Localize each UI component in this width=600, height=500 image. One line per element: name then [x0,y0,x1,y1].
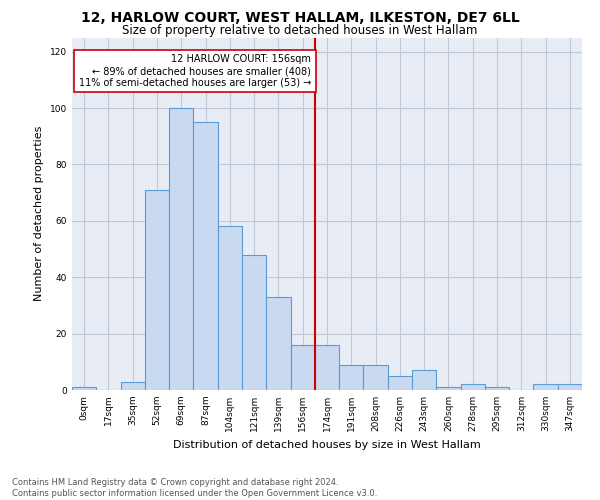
Y-axis label: Number of detached properties: Number of detached properties [34,126,44,302]
Bar [533,384,558,390]
Bar [72,387,96,390]
Bar [242,254,266,390]
Text: Size of property relative to detached houses in West Hallam: Size of property relative to detached ho… [122,24,478,37]
Bar [558,384,582,390]
Bar [461,384,485,390]
Bar [121,382,145,390]
Bar [315,345,339,390]
Bar [218,226,242,390]
Bar [145,190,169,390]
Text: 12, HARLOW COURT, WEST HALLAM, ILKESTON, DE7 6LL: 12, HARLOW COURT, WEST HALLAM, ILKESTON,… [80,12,520,26]
Bar [436,387,461,390]
Bar [412,370,436,390]
Bar [339,364,364,390]
Bar [364,364,388,390]
Bar [193,122,218,390]
Bar [485,387,509,390]
Bar [290,345,315,390]
Text: 12 HARLOW COURT: 156sqm
← 89% of detached houses are smaller (408)
11% of semi-d: 12 HARLOW COURT: 156sqm ← 89% of detache… [79,54,311,88]
Bar [388,376,412,390]
Bar [169,108,193,390]
Bar [266,297,290,390]
Text: Contains HM Land Registry data © Crown copyright and database right 2024.
Contai: Contains HM Land Registry data © Crown c… [12,478,377,498]
X-axis label: Distribution of detached houses by size in West Hallam: Distribution of detached houses by size … [173,440,481,450]
